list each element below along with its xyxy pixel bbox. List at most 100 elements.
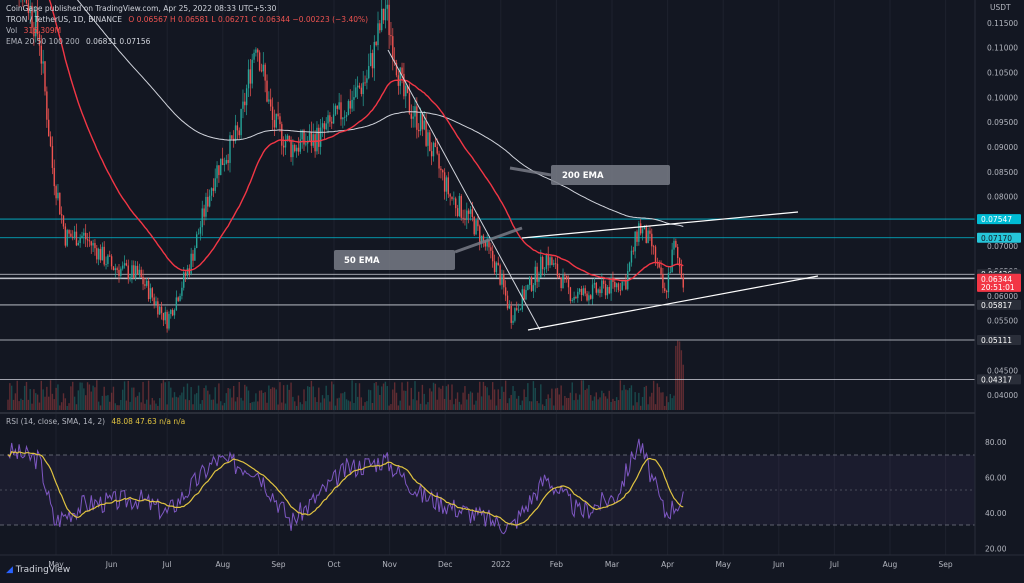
candle-body <box>419 113 422 132</box>
price-tag-label: 0.05111 <box>981 336 1012 345</box>
volume-bar <box>634 392 636 410</box>
candle-body <box>42 61 44 64</box>
volume-bar <box>506 403 509 410</box>
volume-bar <box>497 389 499 410</box>
volume-bar <box>81 382 83 410</box>
candle-body <box>323 123 326 130</box>
volume-bar <box>181 392 183 410</box>
volume-bar <box>212 399 215 410</box>
candle-body <box>70 233 72 237</box>
volume-bar <box>443 398 446 410</box>
volume-bar <box>575 393 577 410</box>
volume-bar <box>73 396 76 410</box>
volume-bar <box>46 386 48 410</box>
candle-body <box>77 243 79 246</box>
volume-bar <box>390 404 392 410</box>
volume-bar <box>14 393 17 410</box>
candle-body <box>242 101 244 109</box>
candle-body <box>664 288 666 292</box>
candle-body <box>412 116 414 119</box>
grid <box>55 0 947 555</box>
volume-bar <box>92 385 94 410</box>
volume-bar <box>434 383 437 410</box>
volume-bar <box>630 385 633 410</box>
time-tick-label: May <box>48 560 64 569</box>
candle-body <box>353 97 355 100</box>
volume-bar <box>529 401 531 410</box>
volume-bar <box>652 380 655 410</box>
volume-bar <box>532 381 535 410</box>
volume-bar <box>628 388 631 410</box>
volume-bar <box>541 404 544 410</box>
volume-bar <box>495 405 498 410</box>
time-tick-label: Jun <box>105 560 118 569</box>
volume-bar <box>464 386 466 410</box>
time-tick-label: Mar <box>605 560 620 569</box>
volume-bar <box>273 387 276 410</box>
candle-body <box>556 263 559 276</box>
candle-body <box>68 230 70 234</box>
volume-bar <box>675 345 677 410</box>
volume-bar <box>153 400 155 410</box>
callouts: 200 EMA 50 EMA <box>334 165 670 270</box>
volume-bar <box>414 381 416 410</box>
candle-body <box>310 132 313 146</box>
candle-body <box>440 168 442 171</box>
candle-body <box>92 243 94 246</box>
volume-bar <box>462 392 464 410</box>
ema-label: EMA 20 50 100 200 <box>6 37 80 46</box>
candle-body <box>75 231 78 246</box>
candle-body <box>282 145 285 148</box>
volume-bar <box>129 401 131 410</box>
volume-bar <box>469 391 472 410</box>
candle-body <box>381 8 383 31</box>
symbol-text[interactable]: TRON / TetherUS, 1D, BINANCE <box>6 15 122 24</box>
volume-bar <box>617 400 620 410</box>
price-tag-box <box>977 273 1021 284</box>
ema50-line <box>48 0 684 282</box>
volume-bar <box>216 403 218 410</box>
candle-body <box>610 277 612 294</box>
price-tick-label: 0.08500 <box>987 168 1018 177</box>
volume-bar <box>192 404 194 410</box>
volume-bar <box>484 385 486 410</box>
candle-body <box>580 288 583 295</box>
volume-bar <box>560 385 562 410</box>
volume-bar <box>277 404 279 410</box>
candle-body <box>253 52 255 60</box>
volume-bar <box>397 405 400 410</box>
volume-bar <box>641 397 644 410</box>
candle-body <box>625 280 627 290</box>
ema50-callout-text: 50 EMA <box>344 256 380 266</box>
volume-bar <box>578 394 581 410</box>
volume-bar <box>584 390 586 410</box>
candle-body <box>519 309 522 311</box>
volume-bar <box>83 388 85 410</box>
volume-bar <box>477 392 479 410</box>
volume-bar <box>288 389 290 410</box>
candle-body <box>331 121 333 124</box>
volume-bar <box>488 395 490 410</box>
candle-body <box>453 198 455 200</box>
candle-body <box>184 272 187 276</box>
time-axis[interactable]: May Jun Jul Aug Sep Oct Nov Dec 2022 Feb Mar Apr May… <box>48 560 953 569</box>
volume-bar <box>314 397 316 410</box>
volume-bar <box>503 391 505 410</box>
volume-bar <box>504 380 507 410</box>
price-tag-box <box>977 232 1021 243</box>
candle-body <box>162 312 165 321</box>
candle-body <box>73 231 76 238</box>
publisher-text: CoinGape published on TradingView.com, A… <box>6 4 277 13</box>
candle-body <box>449 194 451 197</box>
time-tick-label: Oct <box>328 560 341 569</box>
candle-body <box>273 120 276 128</box>
candle-body <box>281 124 283 146</box>
volume-bar <box>286 384 289 410</box>
candle-body <box>186 268 189 276</box>
volume-bar <box>636 402 638 410</box>
price-tag-box <box>977 281 1021 292</box>
candle-body <box>316 127 318 152</box>
candle-body <box>436 147 438 154</box>
volume-bar <box>375 382 377 410</box>
